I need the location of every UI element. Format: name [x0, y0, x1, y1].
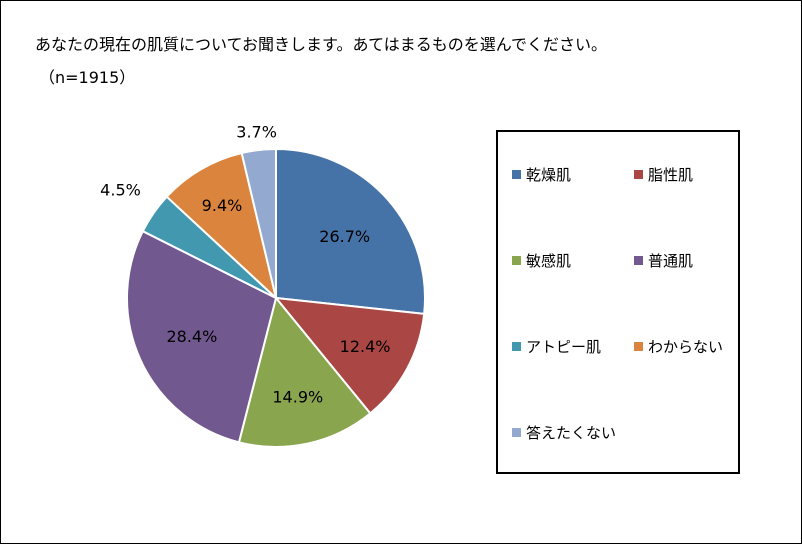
legend-label: アトピー肌 — [526, 338, 602, 356]
legend-label: 普通肌 — [648, 252, 694, 270]
legend-item-2: 脂性肌 — [634, 164, 693, 185]
legend-item-1: 乾燥肌 — [512, 164, 571, 185]
data-label-1: 26.7% — [319, 227, 370, 246]
data-label-4: 28.4% — [166, 327, 217, 346]
pie-slice-2 — [273, 296, 426, 415]
legend-label: わからない — [648, 338, 724, 356]
legend-label: 乾燥肌 — [526, 166, 572, 184]
data-label-2: 12.4% — [340, 337, 391, 356]
legend: 乾燥肌 脂性肌敏感肌 普通肌アトピー肌 わからない答えたくない — [496, 130, 740, 474]
legend-item-3: 敏感肌 — [512, 250, 571, 271]
legend-label: 敏感肌 — [526, 252, 572, 270]
pie-slice-3 — [237, 295, 372, 448]
legend-swatch — [634, 170, 643, 179]
data-label-3: 14.9% — [272, 387, 323, 406]
data-label-5: 4.5% — [100, 181, 141, 200]
legend-item-4: 普通肌 — [634, 250, 693, 271]
legend-swatch — [634, 342, 643, 351]
legend-label: 脂性肌 — [648, 166, 694, 184]
legend-label: 答えたくない — [526, 424, 617, 442]
data-label-6: 9.4% — [202, 196, 243, 215]
legend-item-6: わからない — [634, 336, 723, 357]
pie-slice-6 — [165, 151, 278, 301]
pie-slice-7 — [240, 147, 277, 299]
pie-slice-1 — [275, 147, 426, 315]
data-label-7: 3.7% — [236, 123, 277, 142]
chart-subtitle: （n=1915） — [39, 68, 136, 87]
legend-item-7: 答えたくない — [512, 422, 616, 443]
legend-swatch — [512, 428, 521, 437]
legend-item-5: アトピー肌 — [512, 336, 601, 357]
legend-swatch — [512, 170, 521, 179]
legend-swatch — [634, 256, 643, 265]
pie-slice-4 — [126, 229, 278, 444]
legend-swatch — [512, 256, 521, 265]
chart-title: あなたの現在の肌質についてお聞きします。あてはまるものを選んでください。 — [35, 35, 608, 54]
legend-swatch — [512, 342, 521, 351]
